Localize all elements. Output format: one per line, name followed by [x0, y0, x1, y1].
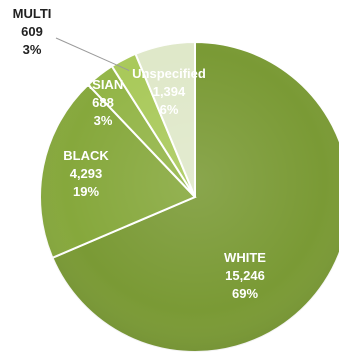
slice-value: 609	[21, 24, 43, 39]
slice-name: Unspecified	[132, 66, 206, 81]
data-label-white: WHITE 15,246 69%	[224, 250, 266, 301]
data-label-black: BLACK 4,293 19%	[63, 148, 109, 199]
slice-percent: 69%	[232, 286, 258, 301]
slice-name: WHITE	[224, 250, 266, 265]
slice-value: 15,246	[225, 268, 265, 283]
slice-value: 688	[92, 95, 114, 110]
data-label-multi: MULTI 609 3%	[13, 6, 52, 57]
slice-name: MULTI	[13, 6, 52, 21]
data-label-unspecified: Unspecified 1,394 6%	[132, 66, 206, 117]
slice-percent: 3%	[94, 113, 113, 128]
leader-line-multi	[55, 37, 130, 71]
slice-percent: 3%	[23, 42, 42, 57]
slice-name: BLACK	[63, 148, 109, 163]
slice-value: 1,394	[153, 84, 186, 99]
slice-name: ASIAN	[83, 77, 123, 92]
slice-value: 4,293	[70, 166, 103, 181]
data-label-asian: ASIAN 688 3%	[83, 77, 123, 128]
slice-percent: 6%	[160, 102, 179, 117]
slice-percent: 19%	[73, 184, 99, 199]
